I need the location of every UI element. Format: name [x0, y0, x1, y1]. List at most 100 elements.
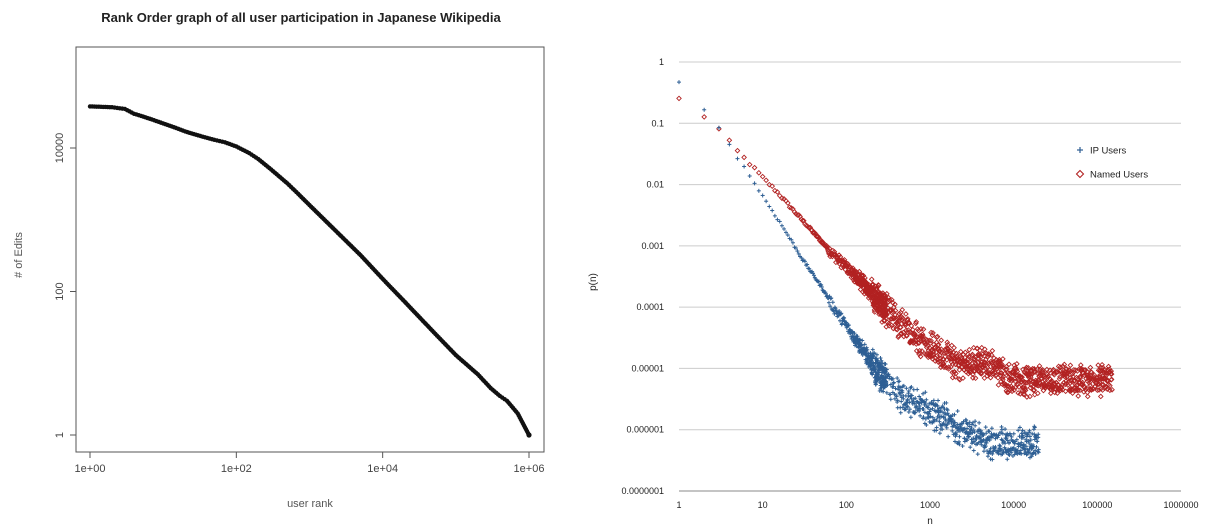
named-user-point	[875, 282, 882, 289]
ip-user-point	[955, 409, 960, 414]
ip-user-point	[1016, 428, 1021, 433]
ip-user-point	[898, 410, 903, 415]
ip-user-point	[795, 249, 800, 254]
y-tick-label: 0.000001	[626, 425, 664, 435]
ip-user-point	[1025, 433, 1030, 438]
ip-user-point	[904, 386, 909, 391]
ip-user-point	[977, 420, 982, 425]
named-user-point	[924, 342, 931, 349]
ip-user-point	[901, 396, 906, 401]
ip-user-point	[957, 442, 962, 447]
named-user-point	[904, 333, 910, 339]
ip-user-point	[890, 376, 895, 381]
ip-user-point	[799, 255, 804, 260]
named-user-point	[794, 212, 801, 218]
named-user-point	[1030, 387, 1037, 394]
named-user-point	[766, 181, 773, 188]
named-user-point	[936, 346, 942, 353]
ip-user-point	[830, 300, 835, 305]
ip-user-point	[1022, 446, 1027, 451]
ip-user-point	[917, 394, 922, 399]
named-user-point	[676, 95, 682, 102]
named-user-point	[1109, 386, 1115, 393]
named-user-point	[913, 319, 920, 325]
named-user-point	[883, 315, 889, 321]
named-user-point	[1007, 375, 1014, 382]
named-user-point	[763, 177, 769, 184]
named-user-point	[1000, 376, 1006, 383]
ip-user-point	[1009, 450, 1014, 455]
ip-user-point	[760, 193, 765, 198]
named-user-point	[1060, 363, 1066, 370]
ip-user-point	[1033, 448, 1038, 453]
named-user-point	[903, 311, 909, 317]
ip-user-point	[944, 400, 949, 405]
ip-user-point	[924, 397, 929, 402]
ip-user-point	[1008, 432, 1013, 437]
ip-user-point	[828, 296, 833, 301]
named-user-point	[1084, 393, 1091, 400]
ip-user-point	[909, 393, 914, 398]
ip-user-point	[923, 416, 928, 421]
ip-user-point	[860, 338, 865, 343]
ip-user-point	[903, 407, 908, 412]
ip-user-point	[952, 420, 957, 425]
named-user-point	[910, 330, 917, 337]
named-user-point	[935, 359, 941, 365]
named-user-point	[1011, 376, 1018, 382]
ip-user-point	[888, 382, 893, 387]
ip-user-point	[960, 444, 965, 449]
named-user-point	[1016, 384, 1022, 390]
ip-user-point	[923, 390, 928, 395]
named-user-point	[1064, 382, 1071, 388]
ip-user-point	[921, 407, 926, 412]
ip-user-point	[886, 372, 891, 377]
ip-user-point	[900, 405, 905, 410]
ip-user-point	[893, 386, 898, 391]
named-user-point	[701, 114, 708, 120]
ip-user-point	[905, 404, 910, 409]
named-user-point	[944, 339, 951, 346]
named-user-point	[928, 337, 934, 344]
data-point	[526, 432, 532, 438]
ip-user-point	[934, 425, 939, 430]
named-user-point	[978, 369, 985, 376]
ip-user-point	[954, 432, 959, 437]
ip-user-point	[937, 419, 942, 424]
ip-user-point	[930, 406, 935, 411]
named-user-point	[826, 245, 833, 252]
ip-user-point	[1019, 440, 1024, 445]
plot-frame	[75, 46, 545, 453]
ip-user-point	[957, 434, 962, 439]
named-user-point	[951, 344, 957, 351]
ip-user-point	[892, 396, 897, 401]
named-user-point	[897, 324, 904, 331]
named-user-point	[1032, 369, 1039, 375]
ip-user-point	[998, 444, 1003, 449]
y-tick-label: 1	[54, 432, 66, 438]
named-user-point	[1014, 360, 1020, 367]
named-user-point	[953, 370, 959, 377]
ip-user-point	[1020, 435, 1025, 440]
ip-user-point	[915, 387, 920, 392]
ip-user-point	[756, 188, 761, 193]
ip-user-point	[805, 262, 810, 267]
ip-user-point	[936, 398, 941, 403]
ip-user-point	[874, 352, 879, 357]
x-tick-label: 1e+00	[75, 463, 106, 475]
named-user-point	[997, 370, 1004, 376]
named-user-point	[1099, 381, 1105, 388]
ip-user-point	[950, 428, 955, 433]
named-user-point	[1012, 365, 1019, 371]
ip-user-point	[906, 391, 911, 396]
y-tick-label: 0.0001	[636, 302, 664, 312]
ip-user-point	[1036, 447, 1041, 452]
ip-user-point	[951, 418, 956, 423]
ip-user-point	[1021, 442, 1026, 447]
named-user-point	[1079, 379, 1086, 386]
named-user-point	[916, 340, 922, 346]
named-user-point	[948, 342, 955, 349]
ip-user-point	[891, 384, 896, 389]
ip-user-point	[921, 415, 926, 420]
ip-user-point	[881, 389, 886, 394]
